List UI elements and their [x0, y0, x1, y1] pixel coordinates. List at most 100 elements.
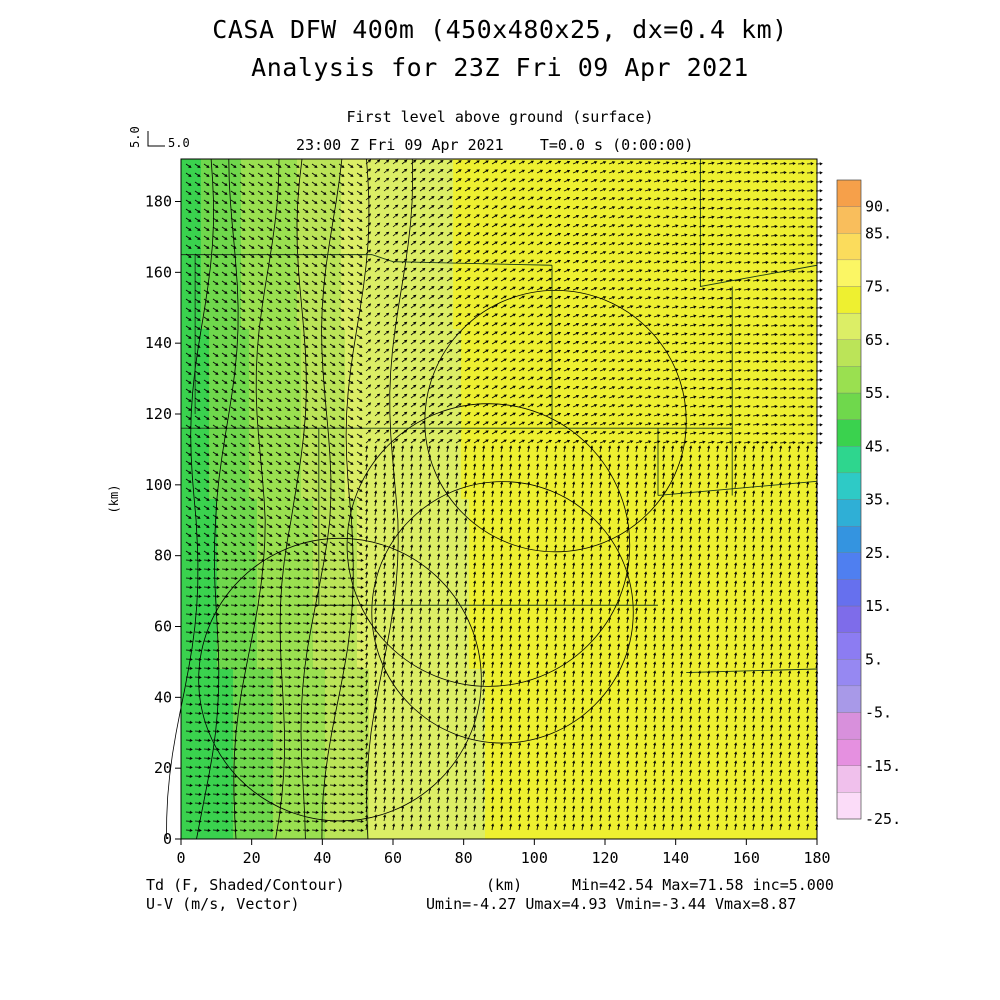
wind-vector: [617, 508, 621, 516]
wind-vector: [536, 421, 544, 426]
wind-vector: [527, 463, 531, 471]
wind-vector: [599, 386, 607, 390]
wind-vector: [230, 621, 238, 625]
wind-vector: [275, 621, 283, 625]
wind-vector: [716, 499, 720, 507]
wind-vector: [770, 342, 778, 346]
wind-vector: [446, 331, 453, 336]
wind-vector: [239, 550, 246, 555]
wind-vector: [707, 188, 715, 192]
wind-vector: [491, 277, 498, 282]
wind-vector: [536, 544, 540, 552]
wind-vector: [572, 386, 580, 390]
wind-vector: [284, 172, 291, 177]
wind-vector: [680, 422, 688, 426]
wind-vector: [527, 214, 535, 219]
wind-vector: [689, 314, 697, 318]
wind-vector: [536, 187, 544, 192]
wind-vector: [590, 215, 598, 219]
wind-vector: [734, 323, 742, 327]
wind-vector: [338, 505, 345, 510]
wind-vector: [203, 334, 210, 339]
wind-vector: [212, 271, 219, 276]
wind-vector: [635, 589, 639, 597]
wind-vector: [446, 403, 453, 408]
wind-vector: [797, 661, 801, 669]
wind-vector: [302, 172, 309, 177]
dewpoint-cell: [357, 669, 362, 840]
wind-vector: [338, 693, 346, 697]
wind-vector: [806, 351, 814, 355]
wind-vector: [563, 643, 567, 651]
wind-vector: [419, 589, 423, 597]
wind-vector: [248, 666, 256, 670]
wind-vector: [689, 287, 697, 291]
wind-vector: [212, 235, 219, 240]
wind-vector: [680, 287, 688, 291]
wind-vector: [320, 226, 327, 231]
wind-vector: [644, 278, 652, 282]
wind-vector: [320, 433, 327, 438]
wind-vector: [680, 463, 684, 471]
wind-vector: [536, 517, 540, 525]
wind-vector: [662, 517, 666, 525]
wind-vector: [635, 463, 639, 471]
wind-vector: [779, 198, 787, 202]
wind-vector: [509, 340, 516, 345]
wind-vector: [707, 634, 711, 642]
wind-vector: [761, 670, 765, 678]
wind-vector: [464, 490, 468, 498]
wind-vector: [482, 430, 489, 435]
wind-vector: [779, 517, 783, 525]
wind-vector: [329, 702, 337, 706]
wind-vector: [473, 634, 477, 642]
dewpoint-cell: [753, 669, 758, 840]
wind-vector: [707, 350, 715, 354]
wind-vector: [608, 517, 612, 525]
wind-vector: [392, 240, 399, 246]
wind-vector: [761, 580, 765, 588]
wind-vector: [239, 181, 246, 186]
dewpoint-cell: [745, 669, 750, 840]
wind-vector: [365, 508, 369, 516]
wind-vector: [230, 558, 238, 562]
wind-vector: [221, 244, 228, 249]
wind-vector: [446, 463, 450, 471]
wind-vector: [518, 394, 526, 399]
wind-vector: [257, 496, 264, 501]
wind-vector: [698, 422, 706, 426]
wind-vector: [212, 424, 219, 429]
wind-vector: [221, 271, 228, 276]
wind-vector: [635, 296, 643, 300]
wind-vector: [752, 643, 756, 651]
wind-vector: [788, 288, 796, 292]
dewpoint-cell: [257, 329, 262, 500]
wind-vector: [311, 325, 318, 330]
wind-vector: [689, 616, 693, 624]
wind-vector: [212, 370, 219, 375]
wind-vector: [599, 652, 603, 660]
wind-vector: [320, 379, 327, 384]
dewpoint-cell: [469, 329, 474, 500]
wind-vector: [734, 490, 738, 498]
wind-vector: [671, 634, 675, 642]
wind-vector: [500, 670, 504, 678]
wind-vector: [779, 535, 783, 543]
wind-vector: [230, 612, 238, 616]
wind-vector: [509, 214, 516, 219]
dewpoint-cell: [201, 329, 206, 500]
wind-vector: [599, 359, 607, 363]
wind-vector: [302, 523, 309, 528]
wind-vector: [473, 205, 480, 210]
wind-vector: [419, 159, 426, 165]
wind-vector: [689, 679, 693, 687]
wind-vector: [797, 216, 805, 220]
wind-vector: [266, 334, 273, 339]
wind-vector: [635, 413, 643, 417]
wind-vector: [293, 163, 300, 168]
wind-vector: [734, 224, 742, 228]
wind-vector: [338, 253, 345, 258]
wind-vector: [752, 589, 756, 597]
wind-vector: [509, 178, 516, 183]
wind-vector: [500, 571, 504, 579]
